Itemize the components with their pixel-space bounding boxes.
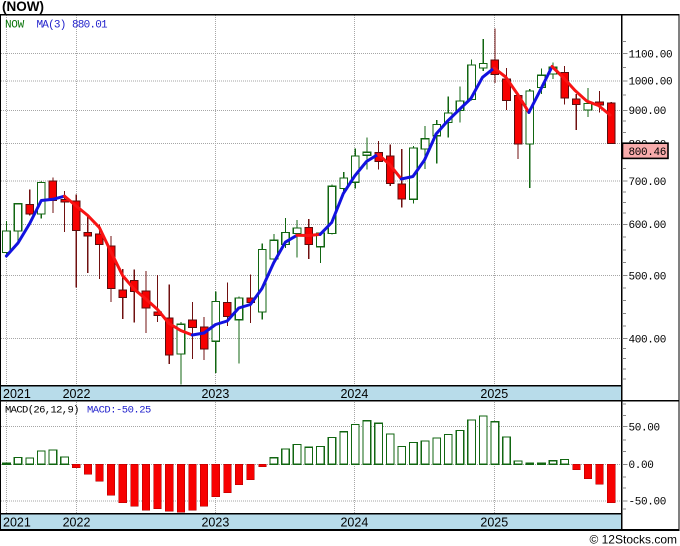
svg-text:880.01: 880.01 xyxy=(72,20,108,32)
svg-text:MACD:-50.25: MACD:-50.25 xyxy=(87,405,151,417)
svg-text:2024: 2024 xyxy=(340,515,368,529)
svg-text:2025: 2025 xyxy=(480,515,508,529)
svg-text:2022: 2022 xyxy=(63,515,91,529)
svg-text:800.46: 800.46 xyxy=(629,147,667,159)
svg-text:700.00: 700.00 xyxy=(629,177,667,189)
svg-text:(NOW): (NOW) xyxy=(2,0,44,14)
svg-text:MACD(26,12,9): MACD(26,12,9) xyxy=(5,405,79,417)
svg-text:© 12Stocks.com: © 12Stocks.com xyxy=(589,533,677,546)
svg-text:1100.00: 1100.00 xyxy=(629,49,673,61)
svg-text:2025: 2025 xyxy=(480,387,508,401)
svg-text:2021: 2021 xyxy=(3,387,31,401)
svg-text:NOW: NOW xyxy=(5,20,25,32)
svg-text:1000.00: 1000.00 xyxy=(629,77,673,89)
svg-text:500.00: 500.00 xyxy=(629,271,667,283)
svg-text:400.00: 400.00 xyxy=(629,334,667,346)
svg-text:2023: 2023 xyxy=(201,387,229,401)
svg-text:2024: 2024 xyxy=(340,387,368,401)
svg-text:900.00: 900.00 xyxy=(629,106,667,118)
svg-text:MA(3): MA(3) xyxy=(37,20,66,32)
svg-text:2022: 2022 xyxy=(63,387,91,401)
svg-text:600.00: 600.00 xyxy=(629,220,667,232)
svg-text:2023: 2023 xyxy=(201,515,229,529)
svg-text:2021: 2021 xyxy=(3,515,31,529)
svg-text:50.00: 50.00 xyxy=(629,422,660,434)
svg-text:0.00: 0.00 xyxy=(629,460,654,472)
svg-text:-50.00: -50.00 xyxy=(629,497,667,509)
